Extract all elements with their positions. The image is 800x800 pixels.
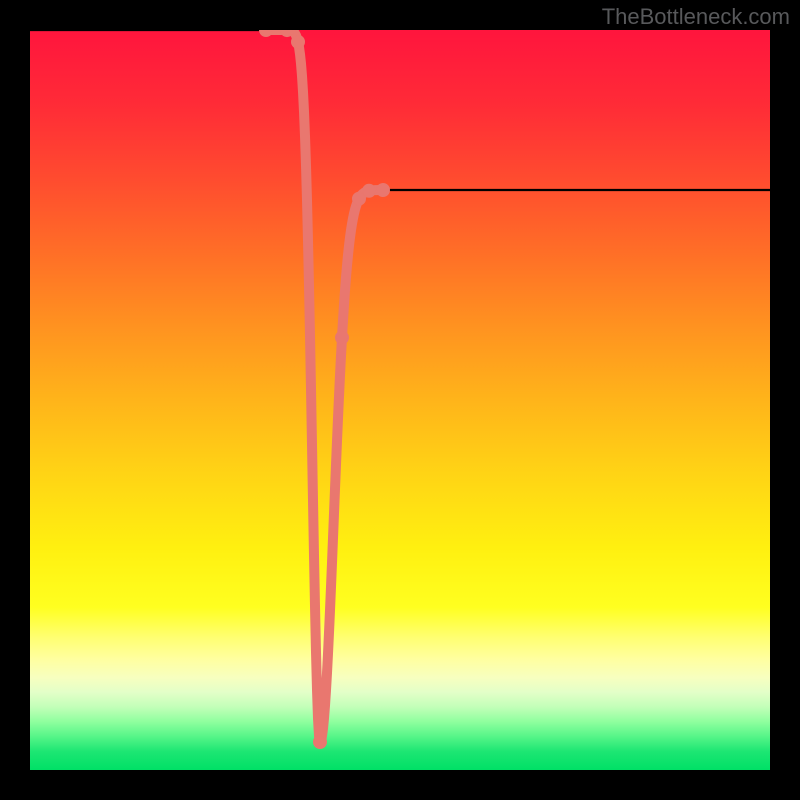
frame-border-bottom — [0, 770, 800, 800]
data-point-marker — [363, 184, 376, 197]
data-point-marker — [292, 35, 305, 48]
data-point-marker — [314, 736, 327, 749]
frame-border-right — [770, 0, 800, 800]
data-point-marker — [336, 331, 349, 344]
frame-border-top — [0, 0, 800, 30]
frame-border-left — [0, 0, 30, 800]
data-point-marker — [377, 184, 390, 197]
plot-background — [30, 30, 770, 770]
bottleneck-curve-chart — [0, 0, 800, 800]
